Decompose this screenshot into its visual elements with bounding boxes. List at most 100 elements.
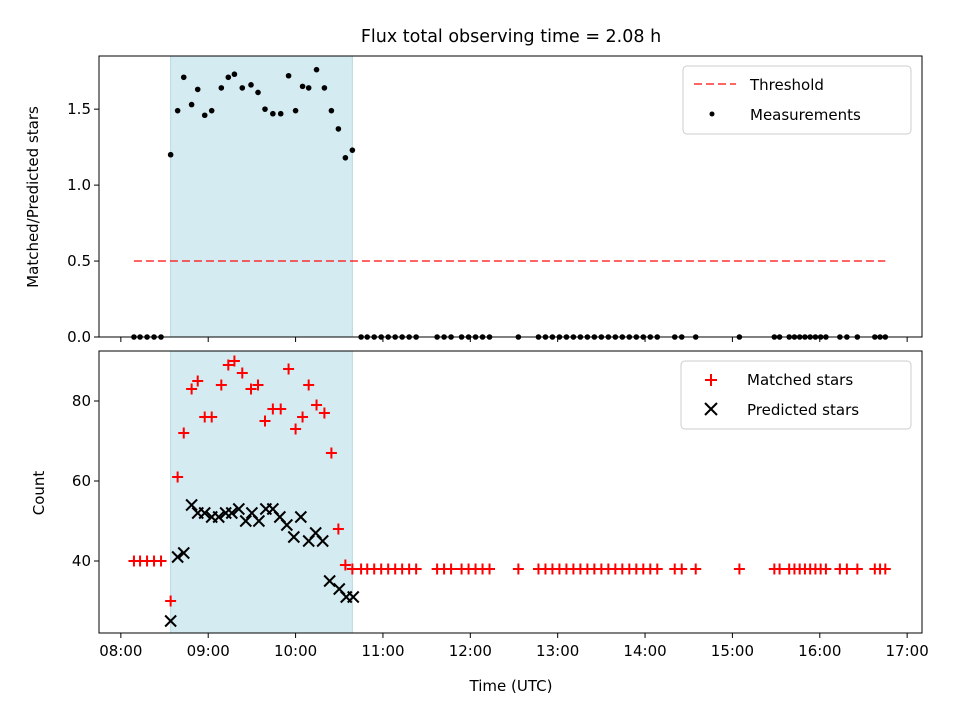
observing-band-top [170, 55, 353, 338]
predicted-legend-label: Predicted stars [747, 401, 859, 419]
matched-star-point [303, 379, 315, 391]
matched-legend-label: Matched stars [747, 371, 853, 389]
x-tick-label: 16:00 [798, 642, 841, 660]
matched-star-point [820, 563, 832, 575]
matched-star-point [332, 523, 344, 535]
matched-legend-swatch [705, 374, 717, 386]
bottom-panel: 40 60 80 08:00 09:00 10:00 11:00 12:00 13:00 14:… [30, 350, 929, 695]
matched-star-point [172, 471, 184, 483]
x-tick-label: 11:00 [361, 642, 404, 660]
measurement-point [208, 107, 215, 114]
predicted-star-point [232, 502, 245, 516]
x-tick-label: 10:00 [274, 642, 317, 660]
matched-star-point [841, 563, 853, 575]
matched-star-point [215, 379, 227, 391]
x-axis-label: Time (UTC) [469, 677, 553, 695]
matched-star-point [339, 559, 351, 571]
measurement-point [285, 72, 292, 79]
matched-star-point [651, 563, 663, 575]
predicted-star-point [347, 590, 360, 604]
measurement-point [174, 107, 181, 114]
matched-star-point [155, 555, 167, 567]
measurement-point [239, 85, 246, 91]
x-tick-label: 13:00 [536, 642, 579, 660]
x-tick-label: 17:00 [886, 642, 929, 660]
measurement-point [305, 85, 312, 91]
measurement-point [188, 101, 195, 108]
measurement-point [349, 147, 356, 153]
measurement-point [321, 85, 328, 91]
matched-star-point [192, 375, 204, 387]
matched-star-point [325, 447, 337, 459]
predicted-star-point [294, 510, 308, 524]
y-tick-label: 80 [72, 392, 91, 410]
x-tick-label: 15:00 [711, 642, 754, 660]
matched-star-point [252, 379, 264, 391]
bottom-x-ticks: 08:00 09:00 10:00 11:00 12:00 13:00 14:00 15:00… [99, 633, 929, 660]
y-tick-label: 1.5 [67, 100, 91, 118]
top-y-ticks: 0.0 0.5 1.0 1.5 [67, 100, 99, 346]
predicted-star-point [177, 546, 190, 560]
matched-star-point [275, 403, 287, 415]
y-tick-label: 0.0 [67, 328, 91, 346]
chart-title: Flux total observing time = 2.08 h [361, 27, 661, 47]
measurement-point [342, 154, 349, 161]
measurement-point [270, 110, 276, 117]
predicted-star-point [171, 550, 184, 564]
matched-star-point [206, 411, 218, 423]
measurement-point [231, 71, 238, 78]
matched-star-point [178, 427, 190, 439]
top-legend-box [682, 65, 912, 135]
measurement-point [167, 151, 174, 158]
predicted-star-point [252, 514, 266, 528]
predicted-star-point [239, 514, 252, 528]
predicted-star-point [316, 534, 329, 548]
matched-star-point [690, 563, 702, 575]
measurement-point [255, 89, 261, 96]
observing-band-bottom [170, 350, 353, 634]
matched-star-point [879, 563, 891, 575]
matched-star-point [410, 563, 422, 575]
matched-star-point [236, 367, 248, 379]
x-tick-label: 09:00 [187, 642, 230, 660]
y-tick-label: 0.5 [67, 252, 91, 270]
measurement-point [299, 83, 306, 90]
predicted-star-point [198, 506, 211, 520]
x-tick-label: 12:00 [449, 642, 492, 660]
predicted-star-point [225, 506, 239, 520]
matched-star-point [228, 355, 240, 367]
measurement-point [262, 106, 268, 112]
bottom-legend: Matched stars Predicted stars [680, 360, 912, 430]
measurement-point [225, 74, 232, 81]
predicted-stars-series [164, 498, 360, 628]
matched-star-point [165, 595, 177, 607]
bottom-legend-box [680, 360, 912, 430]
matched-star-point [774, 563, 786, 575]
top-x-ticks [120, 337, 908, 342]
x-tick-label: 14:00 [623, 642, 666, 660]
matched-star-point [186, 383, 198, 395]
predicted-star-point [164, 614, 177, 628]
top-legend: Threshold Measurements [682, 65, 912, 135]
matched-star-point [484, 563, 496, 575]
y-tick-label: 60 [72, 472, 91, 490]
measurement-point [194, 86, 201, 93]
matched-star-point [245, 383, 257, 395]
predicted-star-point [185, 498, 198, 512]
measurement-point [277, 110, 284, 117]
matched-star-point [297, 411, 309, 423]
measurement-point [218, 85, 225, 91]
threshold-legend-label: Threshold [749, 76, 824, 94]
measurement-point [180, 74, 187, 81]
matched-star-point [676, 563, 688, 575]
measurement-point [248, 82, 254, 88]
bottom-y-ticks: 40 60 80 [72, 392, 99, 570]
measurements-legend-swatch [709, 111, 715, 117]
measurements-legend-label: Measurements [750, 106, 861, 124]
measurement-point [335, 126, 342, 132]
matched-star-point [311, 399, 323, 411]
measurement-point [201, 112, 208, 119]
bottom-axes-frame [98, 350, 923, 634]
matched-star-point [222, 359, 234, 371]
